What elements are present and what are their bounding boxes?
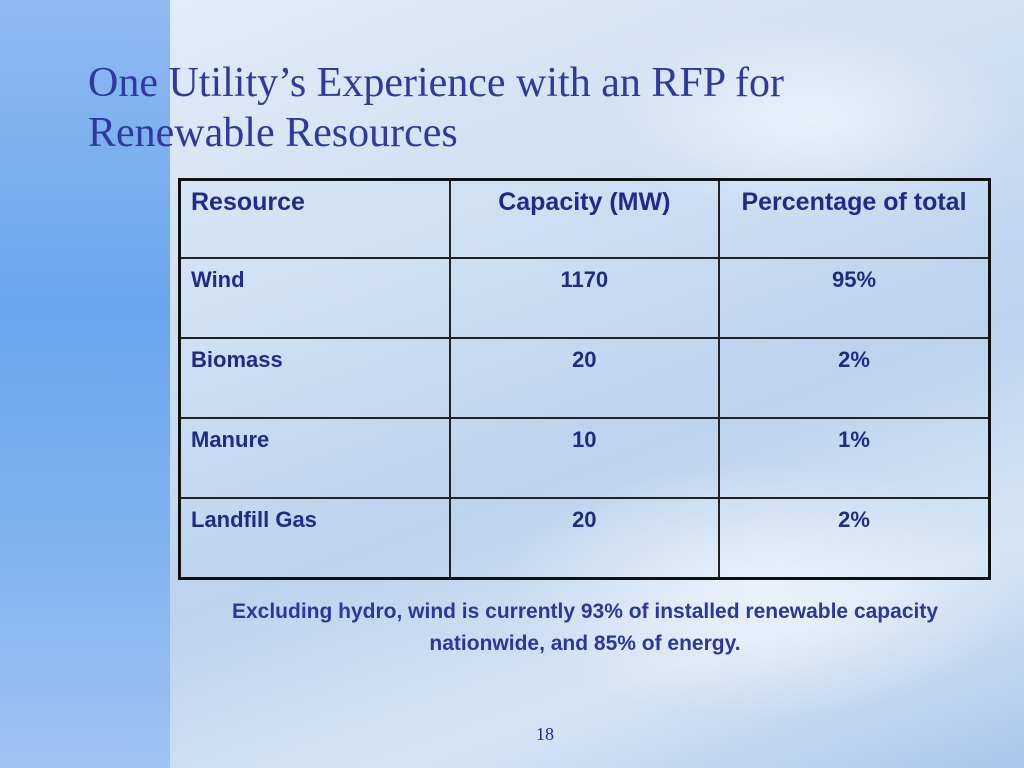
table-row: Landfill Gas 20 2%: [178, 497, 991, 580]
table-row: Wind 1170 95%: [178, 257, 991, 339]
table-header-row: Resource Capacity (MW) Percentage of tot…: [178, 178, 991, 259]
page-number: 18: [536, 724, 554, 744]
percentage-cell: 1%: [718, 417, 991, 499]
percentage-cell: 2%: [718, 337, 991, 419]
table-row: Biomass 20 2%: [178, 337, 991, 419]
column-header-percentage: Percentage of total: [718, 178, 991, 259]
capacity-cell: 20: [448, 337, 721, 419]
resource-cell: Landfill Gas: [178, 497, 451, 580]
slide-title: One Utility’s Experience with an RFP for…: [88, 60, 784, 156]
column-header-resource: Resource: [178, 178, 451, 259]
resource-cell: Biomass: [178, 337, 451, 419]
resource-cell: Wind: [178, 257, 451, 339]
capacity-cell: 1170: [448, 257, 721, 339]
capacity-cell: 10: [448, 417, 721, 499]
resource-cell: Manure: [178, 417, 451, 499]
resource-table: Resource Capacity (MW) Percentage of tot…: [178, 178, 991, 580]
percentage-cell: 2%: [718, 497, 991, 580]
table-row: Manure 10 1%: [178, 417, 991, 499]
percentage-cell: 95%: [718, 257, 991, 339]
left-accent-band: [0, 0, 170, 768]
footnote: Excluding hydro, wind is currently 93% o…: [231, 600, 939, 655]
column-header-capacity: Capacity (MW): [448, 178, 721, 259]
capacity-cell: 20: [448, 497, 721, 580]
